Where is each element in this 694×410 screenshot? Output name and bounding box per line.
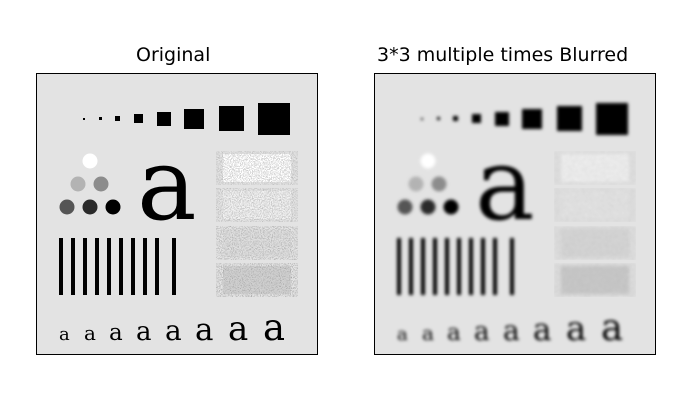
left-panel-title: Original — [136, 44, 211, 66]
letter-row: a a a a a a a a — [59, 306, 285, 349]
svg-text:a: a — [533, 312, 551, 348]
svg-text:a: a — [474, 317, 490, 347]
svg-text:a: a — [263, 306, 285, 349]
svg-text:a: a — [195, 312, 213, 348]
svg-text:a: a — [447, 320, 461, 346]
circles-group — [59, 153, 121, 215]
vertical-bars-blurred — [397, 238, 514, 295]
svg-text:a: a — [601, 306, 623, 349]
circles-group-blurred — [397, 153, 459, 215]
svg-text:a: a — [136, 317, 152, 347]
noise-rectangles-blurred — [561, 154, 629, 294]
original-image-panel: a a a a a — [36, 73, 318, 355]
svg-text:a: a — [109, 320, 123, 346]
svg-text:a: a — [228, 309, 248, 349]
squares-row-blurred — [421, 103, 628, 135]
svg-text:a: a — [84, 321, 96, 345]
blurred-image-panel: a a a a a a a a a — [374, 73, 656, 355]
squares-row — [83, 103, 290, 135]
blurred-test-pattern: a a a a a a a a a — [397, 103, 629, 349]
big-letter-a-blurred: a — [475, 126, 535, 243]
svg-text:a: a — [59, 324, 70, 345]
original-test-pattern: a a a a a — [59, 103, 291, 349]
svg-text:a: a — [422, 321, 434, 345]
big-letter-a: a — [137, 126, 197, 243]
svg-text:a: a — [397, 324, 408, 345]
noise-rectangles — [223, 154, 291, 294]
vertical-bars — [59, 238, 176, 295]
svg-text:a: a — [165, 314, 182, 347]
right-panel-title: 3*3 multiple times Blurred — [377, 44, 629, 66]
svg-text:a: a — [503, 314, 520, 347]
svg-text:a: a — [566, 309, 586, 349]
letter-row-blurred: a a a a a a a a — [397, 306, 623, 349]
